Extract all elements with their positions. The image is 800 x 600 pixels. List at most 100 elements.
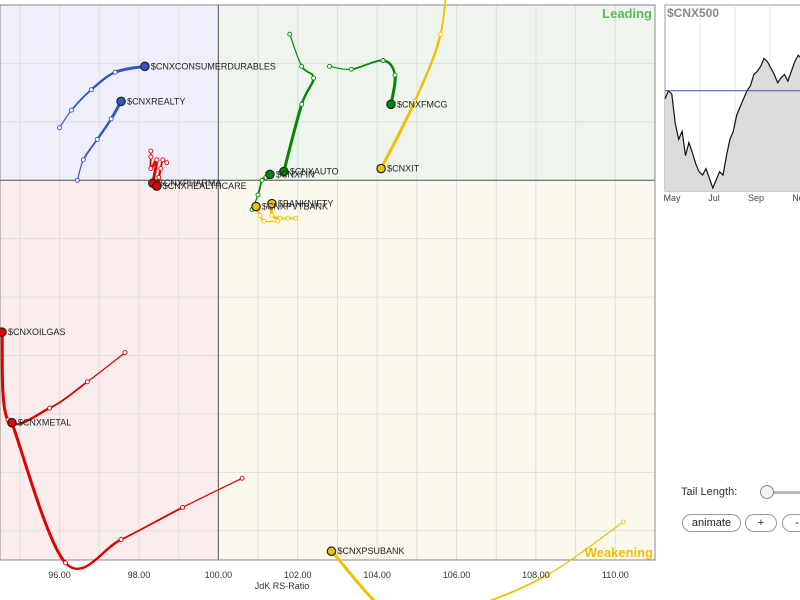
- tail-point: [164, 160, 170, 166]
- series-head-point[interactable]: [386, 99, 396, 110]
- plot-border: [0, 4, 656, 561]
- x-tick-label: 100.00: [205, 570, 233, 580]
- x-tick-label: 110.00: [602, 570, 629, 580]
- series-label: $CNXOILGAS: [8, 327, 66, 337]
- tail-point: [158, 166, 164, 172]
- series-head-point[interactable]: [152, 181, 162, 191]
- series-head-point[interactable]: [0, 327, 7, 337]
- series-label: $BANKNIFTY: [278, 199, 334, 209]
- tail-segment: [182, 477, 243, 508]
- tail-point: [122, 350, 128, 356]
- quadrant-weakening: [218, 180, 656, 560]
- series-label: $CNXHEALTHCARE: [163, 181, 247, 191]
- tail-length-slider[interactable]: [760, 491, 800, 494]
- tail-point: [438, 31, 444, 37]
- tail-point: [275, 218, 281, 224]
- series-head-point[interactable]: [7, 417, 17, 428]
- tail-point: [299, 101, 305, 107]
- tail-point: [239, 475, 245, 481]
- x-tick-label: 106.00: [443, 570, 471, 580]
- tail-point: [74, 177, 80, 183]
- tail-point: [84, 379, 90, 385]
- zoom-in-button[interactable]: +: [745, 514, 777, 532]
- tail-point: [285, 215, 291, 221]
- tail-point: [269, 212, 275, 218]
- tail-point: [261, 218, 267, 224]
- rrg-svg: $CNXCONSUMERDURABLES $CNXREALTY $CNXPHARMA…: [0, 0, 656, 600]
- tail-segment: [10, 421, 67, 565]
- tail-point: [148, 148, 154, 154]
- tail-point: [94, 136, 100, 142]
- x-tick-label: 102.00: [284, 570, 312, 580]
- tail-point: [545, 572, 551, 578]
- tail-segment: [120, 506, 184, 541]
- series-head-point[interactable]: [267, 198, 277, 209]
- series-head-point[interactable]: [326, 546, 337, 557]
- tail-point: [160, 157, 166, 163]
- tail-segment: [547, 521, 624, 576]
- series-label: $CNXFIN: [276, 169, 315, 179]
- x-tick-label: 96.00: [48, 570, 71, 580]
- series-head-point[interactable]: [116, 96, 126, 107]
- tail-point: [154, 157, 160, 163]
- tail-segment: [489, 573, 549, 600]
- quadrant-improving: [0, 5, 219, 181]
- series-label: $CNXAUTO: [290, 167, 339, 177]
- quadrant-leading: [218, 5, 656, 181]
- series-label: $CNXCONSUMERDURABLES: [151, 61, 276, 71]
- tail-point: [180, 504, 186, 510]
- tail-point: [69, 107, 74, 113]
- tail-segment: [439, 0, 447, 36]
- tail-point: [47, 405, 53, 411]
- tail-length-label: Tail Length:: [681, 486, 738, 498]
- tail-length-slider-handle[interactable]: [760, 485, 774, 499]
- zoom-out-button[interactable]: -: [782, 514, 800, 532]
- tail-segment: [86, 352, 126, 383]
- mini-chart-title: $CNX500: [667, 6, 719, 20]
- tail-point: [88, 87, 94, 93]
- tail-point: [620, 519, 626, 525]
- quadrant-label-leading: Leading: [602, 6, 652, 21]
- tail-point: [148, 166, 154, 172]
- tail-point: [156, 174, 162, 180]
- tail-point: [327, 63, 332, 69]
- series-label: $CNXMETAL: [18, 418, 71, 428]
- mini-month-label: May: [663, 193, 681, 203]
- tail-point: [148, 154, 154, 160]
- tail-point: [412, 98, 418, 104]
- series-label: $CNXIT: [387, 164, 420, 174]
- series-head-point[interactable]: [140, 61, 150, 72]
- tail-point: [299, 63, 305, 69]
- series-label: $CNXPVTBANK: [262, 202, 328, 212]
- tail-point: [80, 157, 86, 163]
- series-label: $CNXFMCG: [397, 99, 448, 109]
- mini-month-label: No: [792, 193, 800, 203]
- quadrant-lagging: [0, 180, 219, 560]
- series-head-point[interactable]: [251, 201, 261, 212]
- series-label: $CNXPHARMA: [159, 178, 222, 188]
- tail-point: [311, 75, 317, 81]
- x-axis-title: JdK RS-Ratio: [255, 581, 310, 591]
- series-head-point[interactable]: [376, 163, 386, 174]
- mini-price-chart: $CNX500 May Jul Sep No: [660, 0, 800, 210]
- mini-month-label: Jul: [708, 193, 720, 203]
- tail-point: [348, 66, 354, 72]
- tail-point: [380, 58, 386, 63]
- mini-month-label: Sep: [748, 193, 764, 203]
- tail-segment: [48, 380, 89, 409]
- x-tick-label: 98.00: [128, 570, 151, 580]
- tail-segment: [330, 549, 376, 600]
- tail-point: [63, 560, 68, 566]
- mini-chart-area: [665, 55, 800, 191]
- tail-segment: [64, 538, 123, 571]
- tail-point: [118, 537, 124, 543]
- mini-chart-svg: $CNX500 May Jul Sep No: [663, 4, 800, 203]
- rrg-chart: $CNXCONSUMERDURABLES $CNXREALTY $CNXPHARMA…: [0, 0, 656, 600]
- tail-point: [57, 125, 62, 131]
- tail-point: [259, 177, 265, 183]
- animate-button[interactable]: animate: [682, 514, 741, 532]
- series-head-point[interactable]: [279, 166, 289, 177]
- series-head-point[interactable]: [265, 169, 275, 180]
- quadrant-label-weakening: Weakening: [585, 545, 653, 560]
- series-label: $CNXPSUBANK: [337, 546, 404, 556]
